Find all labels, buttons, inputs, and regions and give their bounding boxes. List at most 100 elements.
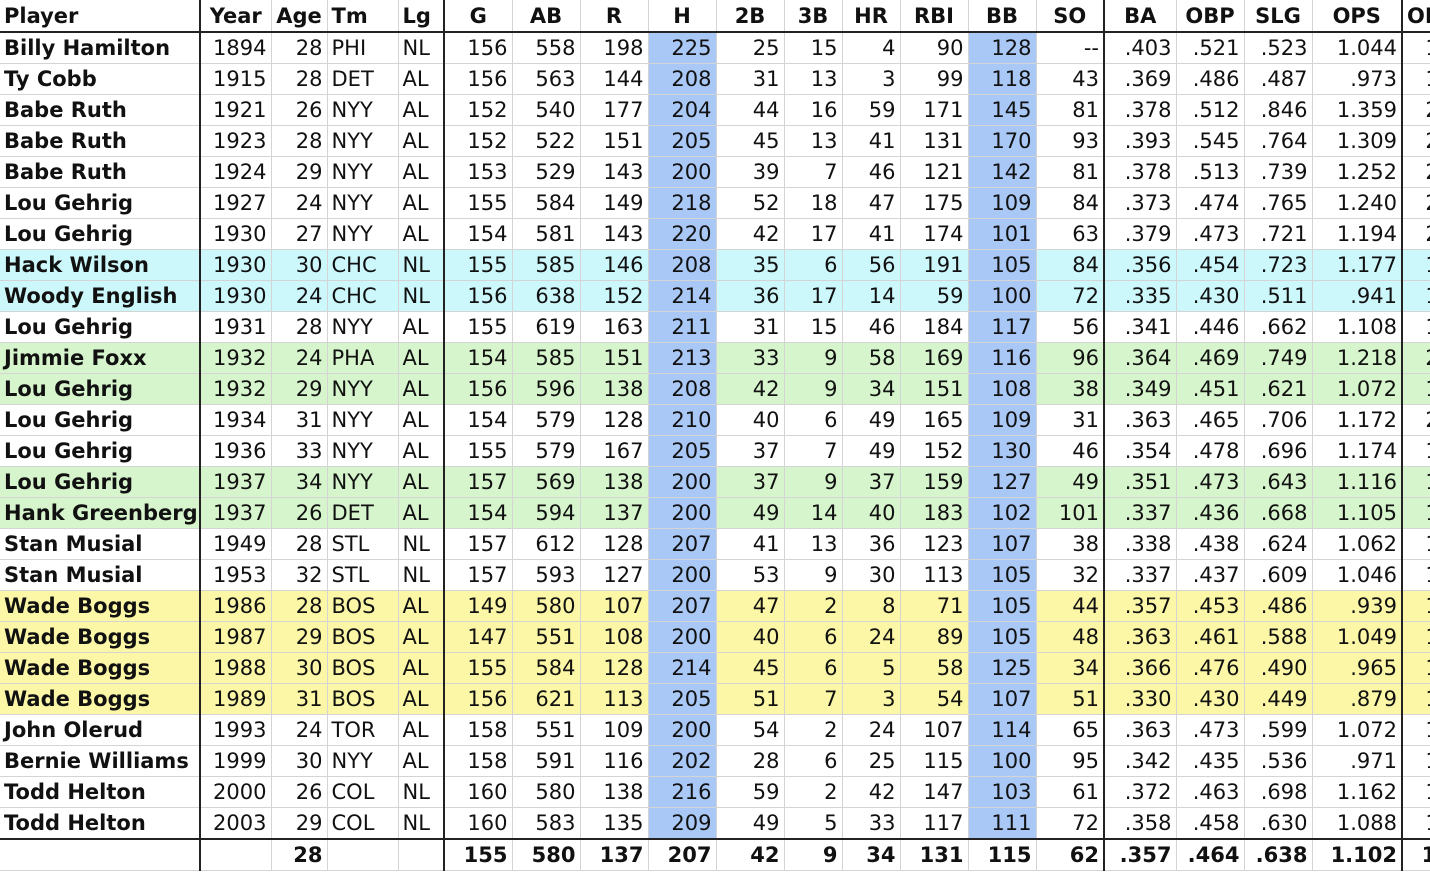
total-ops: 1.102 xyxy=(1312,838,1403,871)
column-header-g: G xyxy=(444,0,513,33)
cell-ba: .354 xyxy=(1104,435,1177,467)
cell-bb: 107 xyxy=(968,683,1037,715)
cell-ab: 594 xyxy=(512,497,581,529)
cell-year: 1988 xyxy=(200,652,272,684)
cell-rbi: 123 xyxy=(900,528,969,560)
column-header-2b: 2B xyxy=(716,0,785,33)
cell-ops-plus: 238 xyxy=(1402,125,1430,157)
cell-tm: STL xyxy=(327,559,399,591)
cell-ba: .378 xyxy=(1104,94,1177,126)
cell-age: 31 xyxy=(271,404,328,436)
cell-ops: 1.062 xyxy=(1312,528,1403,560)
cell-ops-plus: 173 xyxy=(1402,621,1430,653)
cell-so: 84 xyxy=(1036,187,1105,219)
cell-3b: 6 xyxy=(784,652,843,684)
cell-rbi: 169 xyxy=(900,342,969,374)
cell-year: 1930 xyxy=(200,249,272,281)
player-name: Hack Wilson xyxy=(0,249,201,281)
cell-obp: .513 xyxy=(1176,156,1245,188)
cell-obp: .436 xyxy=(1176,497,1245,529)
cell-ops: .965 xyxy=(1312,652,1403,684)
cell-hr: 59 xyxy=(842,94,901,126)
cell-so: 95 xyxy=(1036,745,1105,777)
cell-3b: 13 xyxy=(784,125,843,157)
cell-2b: 49 xyxy=(716,807,785,840)
cell-ops: .941 xyxy=(1312,280,1403,312)
cell-tm: COL xyxy=(327,807,399,840)
cell-g: 153 xyxy=(444,156,513,188)
cell-lg: NL xyxy=(398,559,445,591)
table-row: Lou Gehrig 1932 29 NYY AL 156 596 138 208 42 9 34 15… xyxy=(0,373,1430,405)
cell-rbi: 71 xyxy=(900,590,969,622)
cell-ba: .379 xyxy=(1104,218,1177,250)
cell-3b: 9 xyxy=(784,466,843,498)
column-header-lg: Lg xyxy=(398,0,445,33)
cell-r: 177 xyxy=(580,94,649,126)
total-so: 62 xyxy=(1036,838,1105,871)
cell-r: 163 xyxy=(580,311,649,343)
total-ab: 580 xyxy=(512,838,581,871)
cell-ab: 585 xyxy=(512,249,581,281)
cell-age: 34 xyxy=(271,466,328,498)
cell-hr: 36 xyxy=(842,528,901,560)
column-header-player: Player xyxy=(0,0,201,33)
cell-ba: .369 xyxy=(1104,63,1177,95)
cell-bb: 116 xyxy=(968,342,1037,374)
cell-ops: 1.049 xyxy=(1312,621,1403,653)
cell-bb: 118 xyxy=(968,63,1037,95)
cell-r: 143 xyxy=(580,218,649,250)
cell-lg: AL xyxy=(398,218,445,250)
table-row: Ty Cobb 1915 28 DET AL 156 563 144 208 31 13 3 99 118… xyxy=(0,63,1430,95)
cell-ab: 584 xyxy=(512,652,581,684)
player-name: Lou Gehrig xyxy=(0,311,201,343)
cell-age: 24 xyxy=(271,187,328,219)
cell-lg: AL xyxy=(398,590,445,622)
cell-obp: .430 xyxy=(1176,280,1245,312)
player-name: Wade Boggs xyxy=(0,590,201,622)
cell-hr: 41 xyxy=(842,125,901,157)
cell-obp: .465 xyxy=(1176,404,1245,436)
cell-age: 28 xyxy=(271,590,328,622)
cell-age: 26 xyxy=(271,776,328,808)
table-row: Lou Gehrig 1930 27 NYY AL 154 581 143 220 42 17 41 1… xyxy=(0,218,1430,250)
cell-ba: .337 xyxy=(1104,497,1177,529)
cell-bb: 125 xyxy=(968,652,1037,684)
cell-r: 137 xyxy=(580,497,649,529)
cell-so: 43 xyxy=(1036,63,1105,95)
column-header-slg: SLG xyxy=(1244,0,1313,33)
cell-year: 1932 xyxy=(200,342,272,374)
table-row: John Olerud 1993 24 TOR AL 158 551 109 200 54 2 24 1… xyxy=(0,714,1430,746)
cell-ab: 569 xyxy=(512,466,581,498)
cell-slg: .696 xyxy=(1244,435,1313,467)
cell-slg: .449 xyxy=(1244,683,1313,715)
cell-lg: AL xyxy=(398,63,445,95)
cell-g: 154 xyxy=(444,404,513,436)
cell-slg: .599 xyxy=(1244,714,1313,746)
cell-h: 208 xyxy=(648,63,717,95)
cell-so: 72 xyxy=(1036,807,1105,840)
cell-age: 30 xyxy=(271,745,328,777)
cell-bb: 107 xyxy=(968,528,1037,560)
cell-age: 30 xyxy=(271,249,328,281)
total-tm xyxy=(327,838,399,871)
cell-ops-plus: 186 xyxy=(1402,714,1430,746)
cell-slg: .698 xyxy=(1244,776,1313,808)
cell-rbi: 54 xyxy=(900,683,969,715)
cell-3b: 9 xyxy=(784,559,843,591)
cell-so: 72 xyxy=(1036,280,1105,312)
cell-3b: 16 xyxy=(784,94,843,126)
cell-r: 146 xyxy=(580,249,649,281)
cell-3b: 7 xyxy=(784,156,843,188)
cell-tm: DET xyxy=(327,63,399,95)
cell-ba: .373 xyxy=(1104,187,1177,219)
cell-ba: .363 xyxy=(1104,714,1177,746)
cell-2b: 41 xyxy=(716,528,785,560)
cell-bb: 127 xyxy=(968,466,1037,498)
cell-ba: .335 xyxy=(1104,280,1177,312)
cell-lg: AL xyxy=(398,745,445,777)
table-row: Hank Greenberg 1937 26 DET AL 154 594 137 200 49 1… xyxy=(0,497,1430,529)
cell-age: 29 xyxy=(271,807,328,840)
cell-ba: .342 xyxy=(1104,745,1177,777)
cell-tm: TOR xyxy=(327,714,399,746)
cell-ops-plus: 165 xyxy=(1402,807,1430,840)
